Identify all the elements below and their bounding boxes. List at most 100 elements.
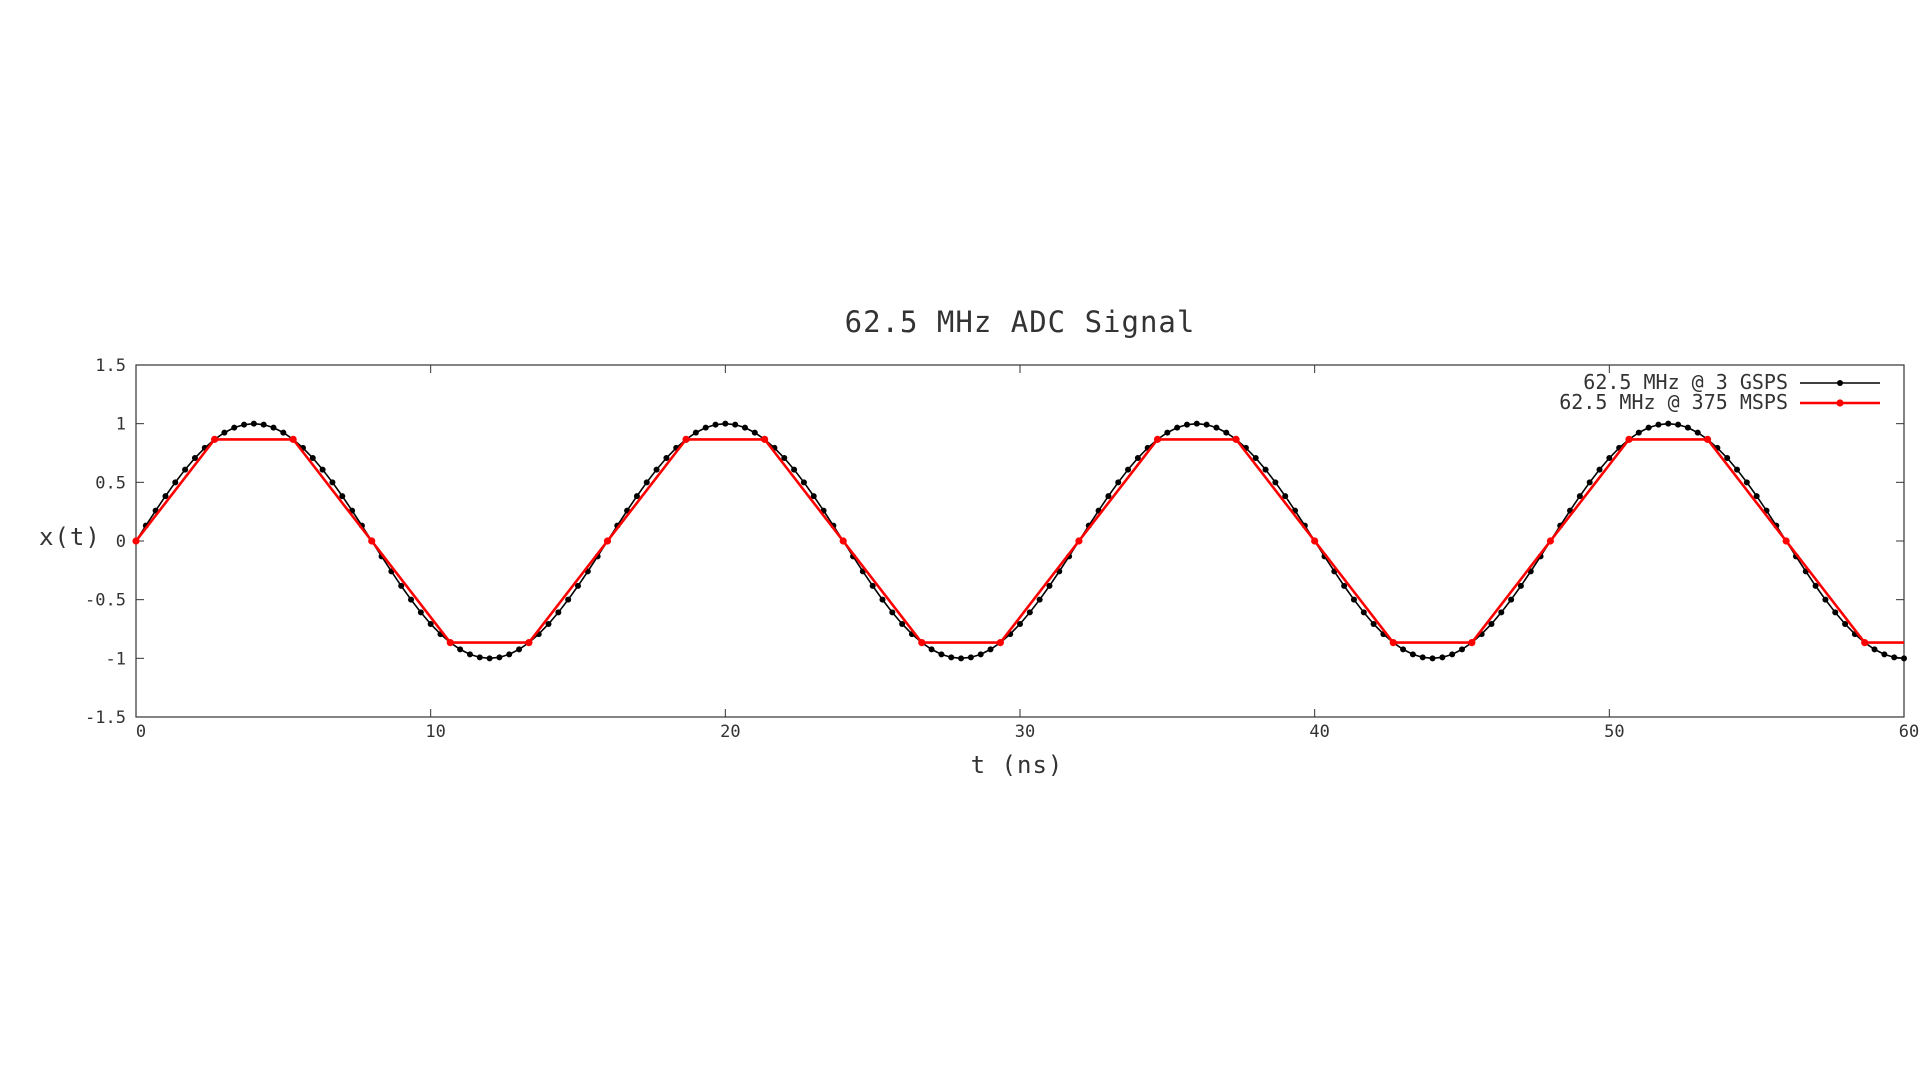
legend-label: 62.5 MHz @ 3 GSPS [1583,370,1788,394]
data-point [1449,651,1456,658]
y-tick-label: 0.5 [95,473,126,493]
data-point [525,639,533,647]
data-point [496,654,503,661]
data-point [1203,421,1210,428]
data-point [241,421,248,428]
data-point [1115,479,1122,486]
data-point [761,435,769,443]
y-tick-label: 1.5 [95,356,126,376]
legend-marker [1836,399,1844,407]
data-point [1125,466,1132,473]
data-point [682,435,690,443]
data-point [722,420,729,427]
data-point [879,596,886,603]
data-point [1596,466,1603,473]
data-point [1901,655,1907,662]
data-point [1282,493,1289,500]
series-1 [132,435,1904,647]
data-point [741,424,748,431]
series-line [134,438,1904,644]
data-point [408,596,415,603]
data-point [1694,429,1701,436]
data-point [191,455,198,462]
data-point [967,654,974,661]
data-point [319,466,326,473]
data-point [1017,620,1023,627]
data-point [869,582,876,589]
data-point [1606,455,1613,462]
plot-frame [135,364,1905,718]
data-point [791,466,798,473]
data-point [712,421,719,428]
data-point [1459,646,1465,653]
data-point [1625,435,1633,443]
data-point [800,479,807,486]
data-point [1223,429,1230,436]
data-point [1105,493,1112,500]
data-point [417,609,424,616]
data-point [1213,424,1220,431]
data-point [948,654,955,661]
data-point [172,479,179,486]
data-point [633,493,640,500]
data-point [1400,646,1407,653]
data-point [1360,609,1367,616]
data-point [928,646,935,653]
legend-label: 62.5 MHz @ 375 MSPS [1559,390,1788,414]
x-tick-label: 20 [720,722,740,742]
series-0 [133,420,1907,662]
data-point [210,435,219,443]
data-point [663,455,670,462]
data-point [702,424,709,431]
data-point [1665,420,1672,427]
data-point [1635,429,1642,436]
data-point [643,479,650,486]
data-point [899,620,906,627]
data-point [1881,651,1888,658]
data-point [996,639,1004,647]
data-point [182,466,189,473]
y-tick-label: -1 [106,649,126,669]
data-point [1675,421,1682,428]
data-point [1311,537,1319,545]
data-point [466,651,473,658]
data-point [1468,639,1476,647]
data-point [427,620,434,627]
data-point [1684,424,1691,431]
data-point [889,609,896,616]
x-tick-label: 30 [1015,722,1035,742]
data-point [162,493,169,500]
data-point [250,420,257,427]
data-point [1812,582,1819,589]
data-point [339,493,346,500]
x-tick-label: 10 [425,722,445,742]
data-point [1193,420,1200,427]
data-point [1782,537,1790,545]
data-point [476,654,483,661]
data-point [1026,609,1033,616]
data-point [289,435,297,443]
data-point [1586,479,1593,486]
data-point [565,596,572,603]
legend-marker [1837,380,1843,386]
data-point [1871,646,1878,653]
data-point [1891,654,1898,661]
data-point [1703,435,1712,443]
data-point [1743,479,1750,486]
data-point [1183,421,1190,428]
data-point [1822,596,1829,603]
data-point [1164,429,1171,436]
data-point [1429,655,1436,662]
data-point [457,646,464,653]
data-point [1517,582,1524,589]
x-tick-label: 0 [136,722,146,742]
data-point [810,493,817,500]
series-layer [132,420,1907,662]
y-tick-label: 1 [116,415,126,435]
y-tick-label: 0 [116,532,126,552]
data-point [918,639,926,647]
data-point [1724,455,1731,462]
data-point [555,609,562,616]
data-point [1046,582,1053,589]
